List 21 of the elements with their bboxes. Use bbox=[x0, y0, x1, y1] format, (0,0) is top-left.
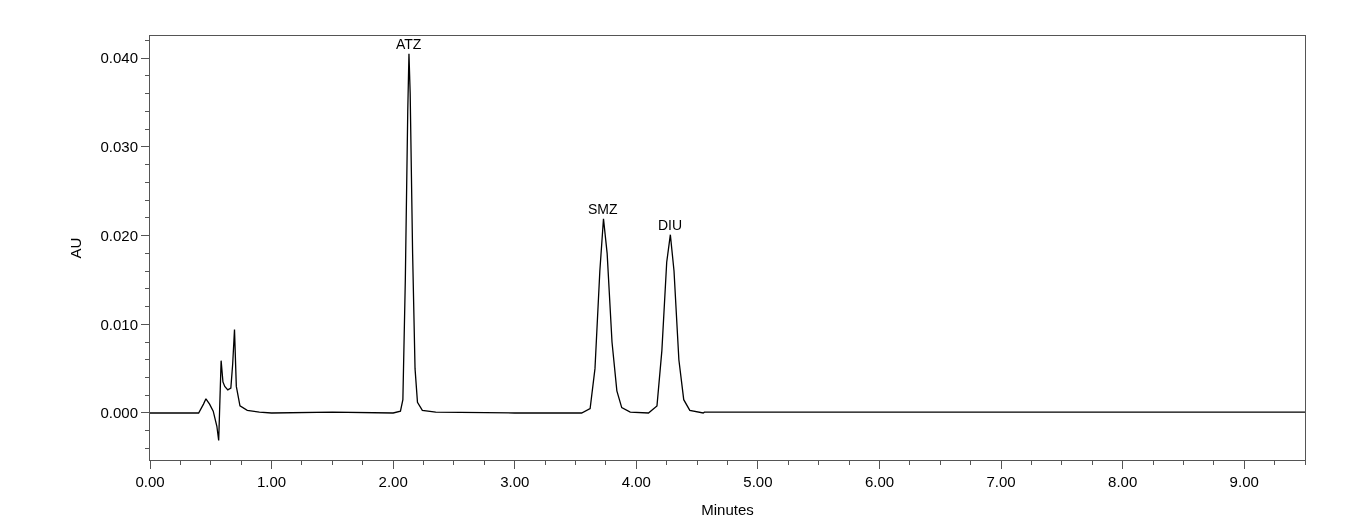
annotation: ATZ bbox=[396, 36, 422, 52]
x-tick-label: 7.00 bbox=[986, 473, 1016, 490]
x-tick-label: 5.00 bbox=[743, 473, 773, 490]
x-tick-label: 1.00 bbox=[256, 473, 287, 490]
x-tick-label: 0.00 bbox=[135, 473, 165, 490]
y-tick-label: 0.040 bbox=[100, 49, 138, 67]
x-axis-title: Minutes bbox=[701, 501, 754, 518]
annotation: SMZ bbox=[588, 201, 618, 217]
x-tick-label: 6.00 bbox=[864, 473, 895, 490]
y-tick-label: 0.000 bbox=[100, 404, 138, 422]
x-tick-label: 2.00 bbox=[378, 473, 408, 490]
y-axis-title: AU bbox=[66, 237, 84, 259]
annotation: DIU bbox=[658, 217, 683, 233]
y-tick-label: 0.010 bbox=[100, 315, 138, 333]
y-tick-label: 0.030 bbox=[100, 138, 138, 156]
x-tick-label: 3.00 bbox=[500, 473, 530, 490]
y-tick-label: 0.020 bbox=[100, 226, 138, 244]
x-tick-label: 9.00 bbox=[1229, 473, 1259, 490]
x-tick-label: 8.00 bbox=[1108, 473, 1138, 490]
line-series bbox=[150, 53, 1305, 442]
x-tick-label: 4.00 bbox=[621, 473, 651, 490]
